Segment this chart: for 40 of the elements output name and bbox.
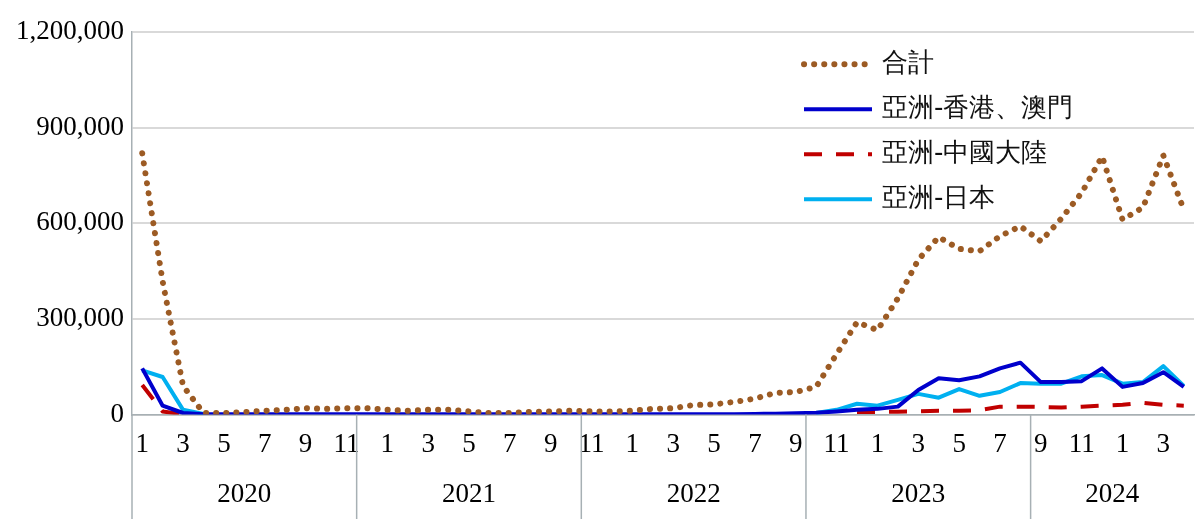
x-tick-label: 5: [952, 427, 966, 458]
legend-label: 亞洲-香港、澳門: [882, 91, 1074, 122]
y-tick-label: 0: [110, 397, 124, 428]
legend-label: 合計: [882, 46, 934, 77]
y-tick-label: 300,000: [36, 302, 124, 333]
x-tick-label: 3: [666, 427, 680, 458]
x-tick-label: 9: [298, 427, 313, 458]
x-tick-label: 3: [176, 427, 190, 458]
x-tick-label: 11: [1068, 427, 1095, 458]
x-tick-label: 1: [1115, 427, 1130, 458]
text: 2022: [666, 477, 721, 508]
x-tick-label: 7: [748, 427, 762, 458]
x-tick-label: 11: [333, 427, 360, 458]
x-tick-label: 5: [217, 427, 231, 458]
x-tick-label: 5: [462, 427, 476, 458]
x-tick-label: 1: [625, 427, 640, 458]
x-tick-label: 7: [258, 427, 272, 458]
y-tick-label: 600,000: [36, 206, 124, 237]
y-tick-label: 1,200,000: [16, 15, 124, 46]
x-tick-label: 1: [135, 427, 149, 458]
x-tick-label: 1: [380, 427, 395, 458]
text: 2021: [441, 477, 496, 508]
x-tick-label: 5: [707, 427, 721, 458]
x-tick-label: 7: [993, 427, 1007, 458]
legend-label: 亞洲-中國大陸: [882, 136, 1048, 167]
legend-label: 亞洲-日本: [882, 181, 996, 212]
x-tick-label: 3: [911, 427, 926, 458]
text: 2023: [891, 477, 946, 508]
text: 2020: [217, 477, 272, 508]
x-tick-label: 7: [503, 427, 517, 458]
x-tick-label: 11: [578, 427, 605, 458]
x-tick-label: 3: [1156, 427, 1171, 458]
x-tick-label: 1: [870, 427, 885, 458]
x-tick-label: 3: [421, 427, 435, 458]
y-tick-label: 900,000: [36, 110, 124, 141]
text: 2024: [1085, 477, 1140, 508]
x-tick-label: 9: [543, 427, 558, 458]
x-tick-label: 9: [789, 427, 803, 458]
x-tick-label: 9: [1034, 427, 1048, 458]
x-tick-label: 11: [823, 427, 850, 458]
